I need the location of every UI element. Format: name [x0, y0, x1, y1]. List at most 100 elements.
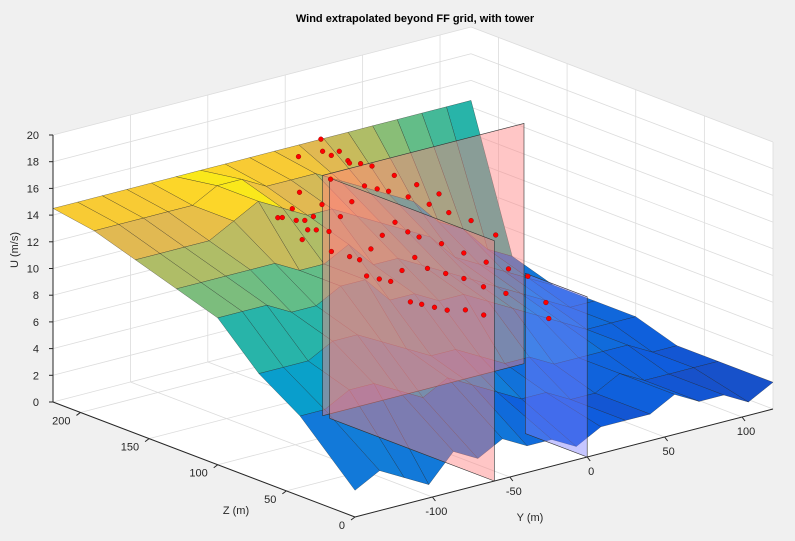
tower-point: [357, 257, 363, 263]
tower-point: [461, 250, 467, 256]
tower-point: [305, 227, 311, 233]
tower-point: [525, 273, 531, 279]
tower-point: [481, 312, 487, 318]
u-tick-label: 18: [27, 157, 39, 169]
tower-point: [546, 315, 552, 322]
tower-point: [319, 201, 325, 208]
tower-point: [318, 136, 324, 142]
grid-line-u: [52, 26, 472, 136]
tower-point: [347, 254, 353, 260]
tower-point: [374, 186, 380, 192]
tower-point: [443, 270, 449, 277]
z-tick-mark: [213, 464, 219, 469]
tower-point: [310, 213, 317, 220]
grid-line-u: [470, 80, 774, 196]
tower-point: [358, 161, 364, 167]
z-axis-line: [52, 401, 356, 518]
tower-point: [376, 276, 382, 282]
y-axis-line: [354, 408, 774, 518]
tower-point: [328, 152, 334, 159]
grid-line-u: [52, 80, 472, 189]
tower-point: [468, 218, 474, 224]
tower-point: [412, 254, 418, 261]
tower-point: [446, 210, 452, 216]
u-tick-label: 8: [33, 290, 39, 302]
axis-lines: [49, 134, 774, 521]
grid-line-u: [470, 186, 774, 303]
tower-point: [388, 278, 394, 285]
grid-line-u: [470, 106, 774, 223]
y-tick-mark: [432, 496, 436, 502]
tower-point: [416, 234, 422, 240]
z-tick-mark: [144, 438, 150, 442]
tower-point: [392, 219, 398, 225]
z-tick-mark: [282, 490, 287, 495]
grid-line-y: [130, 381, 433, 498]
tower-point: [346, 160, 353, 166]
tower-point: [462, 307, 469, 313]
grid-line-u: [470, 160, 774, 276]
u-tick-label: 2: [33, 370, 39, 382]
z-tick-label: 50: [264, 494, 276, 506]
grid-line-u: [470, 240, 774, 356]
tower-point: [295, 154, 302, 160]
tower-point: [414, 182, 420, 188]
tower-point: [419, 301, 425, 307]
tower-point: [438, 241, 445, 247]
y-tick-label: 0: [588, 466, 594, 478]
x-axis-label: Y (m): [517, 512, 544, 524]
tower-point: [386, 188, 392, 194]
tower-point: [313, 227, 319, 233]
tower-point: [399, 267, 405, 274]
tower-point: [326, 228, 332, 235]
tower-point: [407, 299, 414, 305]
tower-point: [320, 148, 326, 154]
y-tick-mark: [586, 456, 591, 462]
grid-line-u: [470, 133, 774, 250]
z-tick-mark: [76, 412, 81, 416]
tower-points: [275, 136, 552, 322]
y-tick-label: 50: [663, 446, 675, 458]
tower-point: [337, 214, 344, 220]
z-tick-label: 100: [189, 468, 207, 480]
tower-point: [368, 246, 374, 252]
grid-line-u: [470, 26, 774, 143]
tower-point: [364, 273, 370, 279]
tower-point: [461, 275, 467, 282]
u-tick-label: 4: [33, 344, 39, 356]
z-axis-label: U (m/s): [9, 232, 21, 268]
y-tick-mark: [509, 476, 514, 482]
tower-point: [379, 232, 385, 238]
tower-point: [426, 201, 432, 207]
u-tick-label: 6: [33, 317, 39, 329]
grid-planes: [322, 123, 588, 482]
z-tick-label: 150: [121, 442, 139, 454]
z-tick-label: 0: [339, 520, 345, 532]
u-tick-label: 0: [33, 397, 39, 409]
tower-point: [505, 266, 512, 272]
surface-patch: [299, 409, 380, 491]
tower-point: [302, 217, 308, 224]
tower-point: [503, 290, 509, 297]
tower-point: [361, 183, 368, 189]
chart-title: Wind extrapolated beyond FF grid, with t…: [296, 13, 535, 25]
u-tick-label: 16: [27, 183, 39, 195]
tower-point: [328, 176, 334, 182]
tower-point: [480, 284, 487, 290]
tower-point: [405, 229, 411, 235]
z-tick-label: 200: [52, 415, 70, 427]
tower-point: [424, 265, 431, 272]
tower-point: [275, 215, 281, 221]
y-tick-label: -100: [425, 506, 447, 518]
tower-point: [431, 304, 438, 310]
u-tick-label: 12: [27, 237, 39, 249]
grid-line-u: [470, 213, 774, 330]
u-tick-label: 14: [27, 210, 39, 222]
tower-point: [293, 217, 299, 224]
tower-point: [483, 259, 489, 265]
tower-point: [369, 163, 375, 169]
tower-point: [543, 299, 549, 306]
y-tick-label: -50: [506, 486, 522, 498]
u-tick-label: 10: [27, 264, 39, 276]
